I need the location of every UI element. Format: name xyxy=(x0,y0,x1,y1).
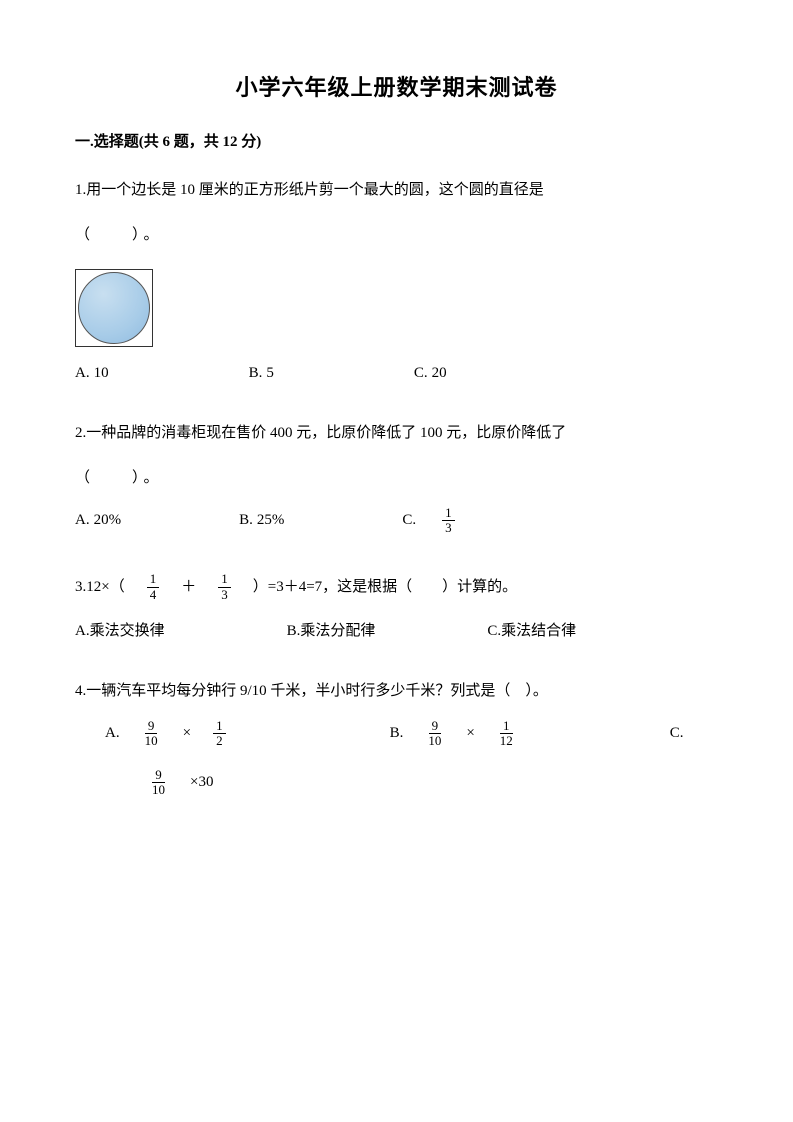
q1-text-line2: （ ）。 xyxy=(75,216,718,255)
q3-prefix: 3.12×（ xyxy=(75,568,125,607)
q1-figure-square xyxy=(75,269,153,347)
q4-option-b: B. 9 10 × 1 12 xyxy=(390,719,520,749)
option-letter: B. xyxy=(390,725,404,742)
question-3: 3.12×（ 1 4 ＋ 1 3 ）=3＋4=7，这是根据（ ）计算的。 xyxy=(75,568,718,607)
times-value: ×30 xyxy=(190,774,213,791)
option-value: 20% xyxy=(94,512,122,529)
question-2: 2.一种品牌的消毒柜现在售价 400 元，比原价降低了 100 元，比原价降低了… xyxy=(75,414,718,498)
q4-options: A. 9 10 × 1 2 B. 9 10 × 1 12 C. xyxy=(75,719,718,749)
q2-option-c: C. 1 3 xyxy=(402,506,458,536)
q4-option-c-body: 9 10 ×30 xyxy=(115,768,718,798)
fraction-denominator: 3 xyxy=(442,521,455,535)
q4-option-c-letter: C. xyxy=(670,725,684,742)
fraction-denominator: 10 xyxy=(149,783,168,797)
fraction-denominator: 10 xyxy=(425,734,444,748)
fraction: 1 2 xyxy=(213,719,226,749)
q3-option-c: C.乘法结合律 xyxy=(487,619,576,640)
fraction: 1 3 xyxy=(442,506,455,536)
q2-options: A. 20% B. 25% C. 1 3 xyxy=(75,506,718,536)
fraction-denominator: 3 xyxy=(218,588,231,602)
q1-options: A. 10 B. 5 C. 20 xyxy=(75,365,718,382)
option-value: 25% xyxy=(257,512,285,529)
q1-figure-circle xyxy=(78,272,150,344)
q2-text-line1: 2.一种品牌的消毒柜现在售价 400 元，比原价降低了 100 元，比原价降低了 xyxy=(75,414,718,453)
q3-option-b: B.乘法分配律 xyxy=(287,619,376,640)
fraction: 1 3 xyxy=(218,572,231,602)
q2-option-b: B. 25% xyxy=(239,512,284,529)
fraction: 1 12 xyxy=(497,719,516,749)
fraction-numerator: 9 xyxy=(429,719,442,734)
times-symbol: × xyxy=(183,725,191,742)
q3-options: A.乘法交换律 B.乘法分配律 C.乘法结合律 xyxy=(75,619,718,640)
fraction-denominator: 4 xyxy=(147,588,160,602)
q2-option-a: A. 20% xyxy=(75,512,121,529)
fraction: 9 10 xyxy=(142,719,161,749)
times-symbol: × xyxy=(466,725,474,742)
option-value: 5 xyxy=(266,365,274,382)
option-letter: C. xyxy=(402,512,416,529)
q2-text-line2: （ ）。 xyxy=(75,459,718,498)
fraction-numerator: 9 xyxy=(152,768,165,783)
fraction-denominator: 10 xyxy=(142,734,161,748)
fraction-numerator: 1 xyxy=(213,719,226,734)
option-letter: C. xyxy=(414,365,428,382)
option-letter: A. xyxy=(75,512,90,529)
q1-option-c: C. 20 xyxy=(414,365,447,382)
page-title: 小学六年级上册数学期末测试卷 xyxy=(75,70,718,102)
fraction: 9 10 xyxy=(149,768,168,798)
option-value: 10 xyxy=(94,365,109,382)
q3-option-a: A.乘法交换律 xyxy=(75,619,165,640)
q3-plus: ＋ xyxy=(181,568,196,607)
fraction: 9 10 xyxy=(425,719,444,749)
q1-text-line1: 1.用一个边长是 10 厘米的正方形纸片剪一个最大的圆，这个圆的直径是 xyxy=(75,171,718,210)
option-letter: A. xyxy=(75,365,90,382)
q1-option-b: B. 5 xyxy=(249,365,274,382)
section-header: 一.选择题(共 6 题，共 12 分) xyxy=(75,130,718,151)
option-letter: B. xyxy=(239,512,253,529)
question-1: 1.用一个边长是 10 厘米的正方形纸片剪一个最大的圆，这个圆的直径是 （ ）。 xyxy=(75,171,718,255)
q4-text: 4.一辆汽车平均每分钟行 9/10 千米，半小时行多少千米？列式是（ ）。 xyxy=(75,672,718,711)
fraction-numerator: 1 xyxy=(147,572,160,587)
option-letter: B. xyxy=(249,365,263,382)
option-value: 20 xyxy=(432,365,447,382)
fraction-denominator: 2 xyxy=(213,734,226,748)
fraction-denominator: 12 xyxy=(497,734,516,748)
q3-mid: ）=3＋4=7，这是根据（ ）计算的。 xyxy=(253,568,517,607)
option-letter: A. xyxy=(105,725,120,742)
fraction-numerator: 1 xyxy=(442,506,455,521)
q1-option-a: A. 10 xyxy=(75,365,109,382)
question-4: 4.一辆汽车平均每分钟行 9/10 千米，半小时行多少千米？列式是（ ）。 xyxy=(75,672,718,711)
fraction: 1 4 xyxy=(147,572,160,602)
option-letter: C. xyxy=(670,725,684,742)
fraction-numerator: 1 xyxy=(500,719,513,734)
fraction-numerator: 9 xyxy=(145,719,158,734)
q4-option-a: A. 9 10 × 1 2 xyxy=(105,719,230,749)
fraction-numerator: 1 xyxy=(218,572,231,587)
